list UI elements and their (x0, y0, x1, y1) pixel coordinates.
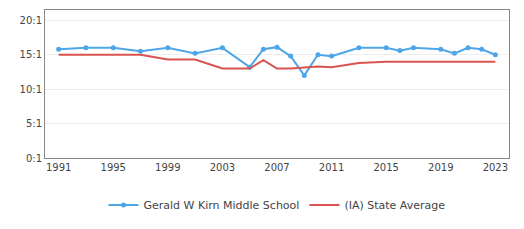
svg-text:10:1: 10:1 (20, 84, 42, 95)
svg-text:2015: 2015 (373, 162, 398, 173)
svg-text:2023: 2023 (483, 162, 508, 173)
svg-text:1991: 1991 (46, 162, 71, 173)
svg-text:1995: 1995 (101, 162, 126, 173)
svg-text:1999: 1999 (155, 162, 180, 173)
svg-text:2007: 2007 (264, 162, 289, 173)
svg-text:5:1: 5:1 (26, 118, 42, 129)
svg-text:(IA) State Average: (IA) State Average (344, 199, 445, 212)
svg-text:20:1: 20:1 (20, 15, 42, 26)
svg-text:2011: 2011 (319, 162, 344, 173)
svg-text:Gerald W Kirn Middle School: Gerald W Kirn Middle School (144, 199, 300, 212)
svg-text:15:1: 15:1 (20, 49, 42, 60)
svg-text:2003: 2003 (210, 162, 235, 173)
svg-text:2019: 2019 (428, 162, 453, 173)
svg-text:0:1: 0:1 (26, 153, 42, 164)
